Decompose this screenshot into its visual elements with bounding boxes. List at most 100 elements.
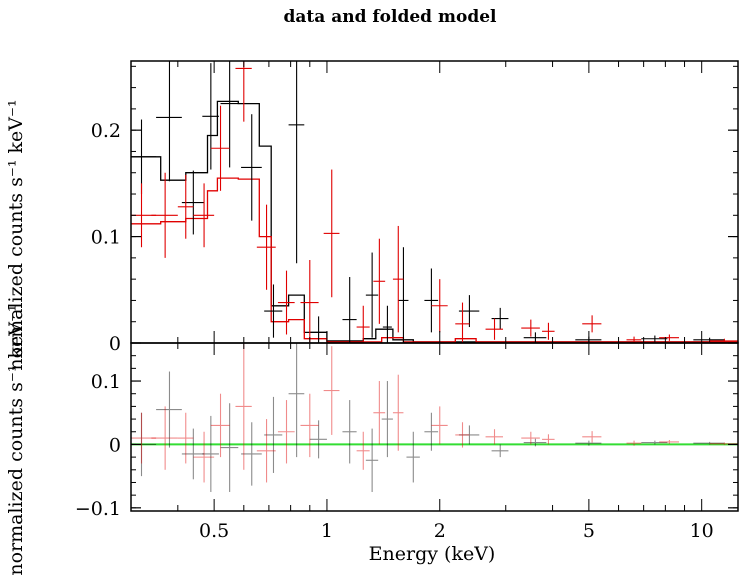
residual-point-0-18 [641,440,668,445]
data-point-1-3 [193,183,215,248]
residual-point-1-10 [356,431,370,470]
top-y-ticks: 0 0.1 0.2 [91,65,738,355]
bottom-panel: −0.1 0 0.1 0.5 1 2 5 10 [75,342,739,542]
residual-point-1-14 [455,422,470,448]
residual-point-1-4 [210,393,230,458]
residual-point-1-7 [277,400,295,464]
residual-point-1-11 [373,381,386,445]
model-step-line-0 [131,100,738,343]
residual-point-1-5 [235,343,252,470]
residual-point-1-18 [582,431,602,443]
data-point-0-18 [641,335,668,342]
residual-point-1-6 [256,419,276,483]
x-tick-label-4: 10 [690,520,714,542]
data-point-1-4 [210,105,230,191]
bottom-x-ticks: 0.5 1 2 5 10 [130,343,714,542]
residual-point-1-13 [431,406,448,445]
x-tick-label-0: 0.5 [199,520,229,542]
x-tick-label-1: 1 [321,520,333,542]
data-point-0-3 [202,63,219,170]
data-point-0-1 [156,61,182,182]
chart-title: data and folded model [284,7,498,27]
top-y-tick-label-2: 0.2 [91,120,121,142]
residual-point-0-1 [156,371,182,448]
residual-point-0-5 [241,422,262,486]
data-point-0-8 [309,316,327,343]
residual-points [131,343,738,492]
data-point-1-10 [356,305,370,343]
top-data-points [131,61,738,343]
data-point-1-19 [626,336,642,343]
data-point-0-5 [241,114,262,221]
data-point-0-13 [424,268,439,333]
residual-point-1-8 [300,393,319,458]
bottom-y-tick-label-2: 0.1 [91,371,121,393]
data-point-1-7 [277,270,295,335]
x-axis-label: Energy (keV) [369,543,496,565]
residual-point-0-17 [575,440,602,446]
residual-point-0-14 [458,425,480,445]
residual-point-0-15 [491,444,509,458]
bottom-plot-frame [130,342,739,512]
data-point-0-9 [342,277,357,343]
residual-point-1-15 [485,429,504,445]
data-point-0-16 [523,332,547,343]
residual-point-1-12 [392,374,404,451]
residual-point-1-21 [709,442,738,446]
data-point-0-6 [264,284,283,338]
residual-point-1-0 [131,412,157,464]
data-point-1-5 [235,61,252,122]
data-point-0-11 [382,305,392,343]
data-point-0-10 [365,252,379,338]
top-y-tick-label-1: 0.1 [91,227,121,249]
data-point-1-11 [373,238,386,324]
data-point-1-18 [582,315,602,333]
residual-point-0-10 [365,428,379,492]
residual-point-1-19 [626,440,642,446]
residual-point-1-9 [323,346,340,435]
residual-point-1-17 [542,434,555,445]
data-point-1-8 [300,259,319,343]
data-point-1-17 [542,322,555,340]
residual-point-0-19 [693,441,725,445]
residual-point-1-20 [659,439,680,444]
residual-point-0-11 [381,381,393,458]
data-point-1-12 [392,225,404,333]
data-point-0-4 [220,61,239,168]
residual-point-0-2 [181,428,205,480]
residual-point-0-3 [202,415,219,492]
data-point-1-16 [521,319,540,337]
data-point-1-15 [485,318,504,340]
residual-point-0-9 [342,400,357,464]
residual-point-0-13 [424,412,439,451]
residual-point-1-1 [151,406,178,470]
residual-point-1-3 [193,431,215,483]
top-y-axis-label: normalized counts s⁻¹ keV⁻¹ [5,99,27,370]
data-point-0-0 [131,119,157,195]
x-tick-label-2: 2 [434,520,446,542]
x-tick-label-3: 5 [583,520,595,542]
top-x-ticks [130,61,703,343]
residual-point-0-7 [288,343,305,458]
data-point-1-2 [177,174,194,239]
data-point-1-14 [455,302,470,343]
bottom-y-axis-label: normalized counts s⁻¹ keV⁻¹ [5,304,27,575]
model-step-line-1 [131,177,739,343]
data-point-1-20 [659,334,680,341]
residual-point-0-6 [264,396,283,473]
residual-point-0-12 [406,431,420,483]
data-point-1-9 [323,169,340,298]
bottom-y-tick-label-1: 0 [109,434,121,456]
residual-point-1-16 [521,431,540,445]
data-point-0-12 [398,247,409,343]
data-point-1-1 [151,172,178,258]
data-point-1-13 [431,279,448,333]
residual-point-0-4 [220,403,239,492]
bottom-y-tick-label-0: −0.1 [75,498,121,520]
residual-point-0-8 [309,420,327,459]
bottom-y-ticks: −0.1 0 0.1 [75,342,738,520]
residual-point-0-16 [523,438,547,447]
data-point-1-6 [256,204,276,290]
residual-point-1-2 [177,412,194,464]
